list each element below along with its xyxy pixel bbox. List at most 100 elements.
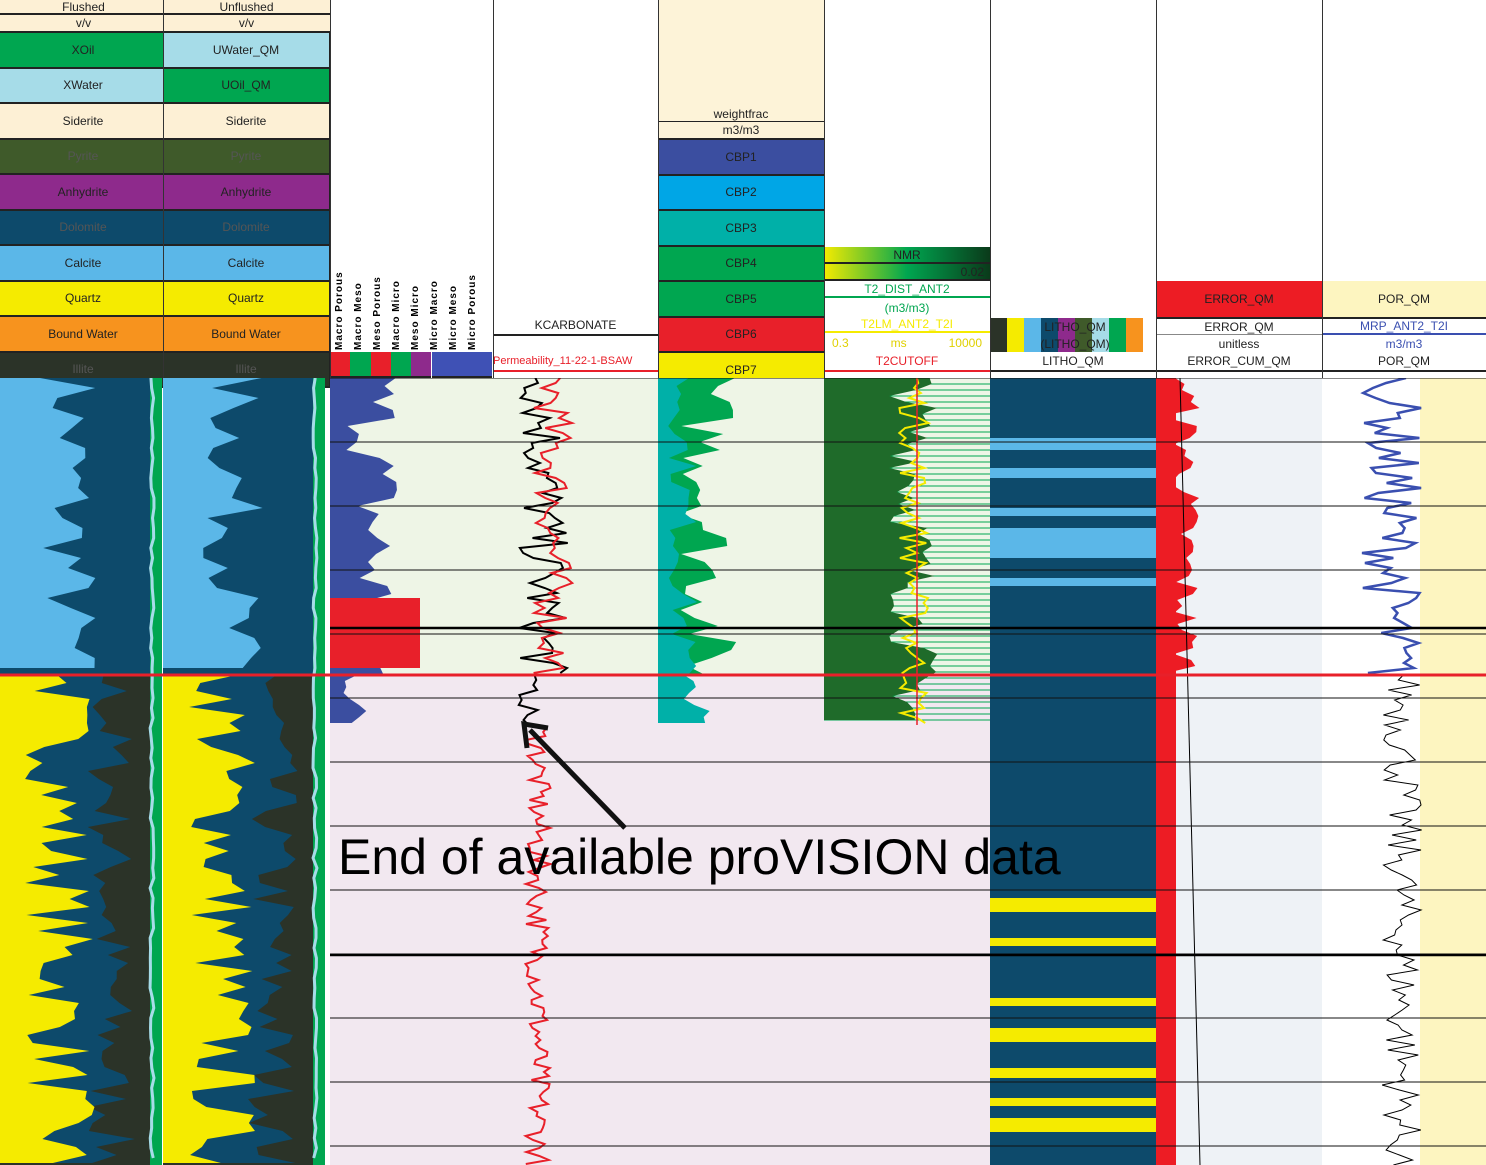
track-title: Unflushed xyxy=(163,0,330,15)
litho-swatch xyxy=(1024,318,1041,352)
litho-swatch xyxy=(1092,318,1109,352)
cbp-bin: CBP4 xyxy=(658,246,824,282)
water-curve xyxy=(311,378,319,1159)
pore-fill xyxy=(330,675,367,723)
litho-band xyxy=(990,938,1156,946)
por-curve xyxy=(1381,674,1423,1165)
legend-5: Dolomite xyxy=(0,210,167,246)
mrp-curve xyxy=(1360,378,1423,675)
pore-swatch xyxy=(431,352,452,378)
por-title: POR_QM xyxy=(1322,281,1486,319)
pore-type-label: Macro Meso xyxy=(353,282,364,350)
litho-swatch xyxy=(1058,318,1075,352)
legend-7: Quartz xyxy=(0,281,167,317)
kcarbonate-curve xyxy=(517,674,541,726)
pore-swatch xyxy=(350,352,371,378)
cbp-bin: CBP2 xyxy=(658,175,824,211)
litho-band xyxy=(990,1028,1156,1042)
litho-swatch xyxy=(1109,318,1126,352)
cbp-bin: CBP3 xyxy=(658,211,824,247)
error-unit: unitless xyxy=(1156,335,1322,352)
litho-band xyxy=(990,528,1156,558)
pore-swatch xyxy=(472,352,493,378)
por-name: POR_QM xyxy=(1322,352,1486,372)
t2-t2_min: 0.3 xyxy=(832,336,849,350)
cbp-fill xyxy=(658,378,698,674)
log-body xyxy=(0,378,1486,1165)
cbp-bin: CBP5 xyxy=(658,282,824,318)
pore-type-label: Micro Meso xyxy=(448,284,459,350)
litho-scale: (LITHO_QM) xyxy=(1040,336,1110,351)
legend-6: Calcite xyxy=(163,246,330,282)
t2lm-label: T2LM_ANT2_T2I xyxy=(824,316,990,333)
cbp-title: weightfrac xyxy=(658,0,824,122)
cbp-bin: CBP1 xyxy=(658,140,824,176)
pore-swatch xyxy=(451,352,473,378)
mrp-unit: m3/m3 xyxy=(1322,335,1486,352)
litho-name: LITHO_QM xyxy=(990,352,1156,372)
legend-1: UOil_QM xyxy=(163,68,330,104)
error-title: ERROR_QM xyxy=(1156,281,1322,319)
pore-type-label: Micro Porous xyxy=(467,274,478,350)
pore-type-label: Macro Micro xyxy=(391,280,402,350)
legend-6: Calcite xyxy=(0,246,167,282)
permeability-curve xyxy=(530,378,576,674)
error-cum-curve xyxy=(1179,378,1201,1165)
legend-4: Anhydrite xyxy=(163,175,330,211)
litho-swatch xyxy=(990,318,1007,352)
mrp-curve: MRP_ANT2_T2I xyxy=(1322,319,1486,335)
pore-swatch xyxy=(370,352,391,378)
t2-dist-unit: (m3/m3) xyxy=(824,299,990,316)
pore-type-label: Macro Porous xyxy=(334,271,345,350)
cbp-fill xyxy=(658,675,710,723)
nmr-scale: NMR xyxy=(824,247,990,264)
legend-8: Bound Water xyxy=(163,317,330,353)
calcite-fill xyxy=(163,378,263,668)
litho-band xyxy=(990,578,1156,586)
pore-swatch xyxy=(330,352,351,378)
pore-swatch xyxy=(411,352,432,378)
litho-band xyxy=(990,1118,1156,1132)
legend-0: UWater_QM xyxy=(163,33,330,69)
permeability-label: Permeability_11-22-1-BSAW xyxy=(493,352,658,372)
legend-0: XOil xyxy=(0,33,167,69)
litho-band xyxy=(990,998,1156,1006)
litho-swatch xyxy=(1126,318,1143,352)
litho-swatch xyxy=(1007,318,1024,352)
legend-2: Siderite xyxy=(0,104,167,140)
t2-dist-label: T2_DIST_ANT2 xyxy=(824,281,990,298)
legend-1: XWater xyxy=(0,68,167,104)
t2-t2_unit: ms xyxy=(890,336,907,350)
litho-band xyxy=(990,898,1156,912)
lower-bg xyxy=(330,675,990,1165)
litho-band xyxy=(990,1068,1156,1078)
legend-3: Pyrite xyxy=(0,139,167,175)
pore-type-label: Meso Micro xyxy=(410,284,421,350)
litho-label: LITHO_QM xyxy=(1044,319,1106,334)
calcite-fill xyxy=(0,378,96,668)
litho-swatch xyxy=(1075,318,1092,352)
litho-swatch xyxy=(1041,318,1058,352)
legend-8: Bound Water xyxy=(0,317,167,353)
error-fill xyxy=(1156,378,1200,672)
t2cutoff-label: T2CUTOFF xyxy=(824,352,990,372)
error-cum: ERROR_CUM_QM xyxy=(1156,352,1322,372)
por-fill xyxy=(1420,378,1486,1165)
legend-5: Dolomite xyxy=(163,210,330,246)
water-curve xyxy=(148,378,156,1159)
legend-7: Quartz xyxy=(163,281,330,317)
error-curve: ERROR_QM xyxy=(1156,319,1322,335)
litho-band xyxy=(990,508,1156,516)
litho-band xyxy=(990,468,1156,478)
litho-band xyxy=(990,438,1156,450)
t2-scale: 0.3 ms 10000 xyxy=(824,334,990,352)
pore-type-label: Micro Macro xyxy=(429,280,440,350)
pore-fill-red xyxy=(330,598,420,668)
legend-4: Anhydrite xyxy=(0,175,167,211)
litho-band xyxy=(990,1098,1156,1106)
pore-type-label: Meso Porous xyxy=(372,276,383,350)
litho-fill xyxy=(990,378,1156,1165)
cbp-bin: CBP6 xyxy=(658,317,824,353)
cbp-unit: m3/m3 xyxy=(658,122,824,140)
annotation-text: End of available proVISION data xyxy=(338,829,1061,885)
